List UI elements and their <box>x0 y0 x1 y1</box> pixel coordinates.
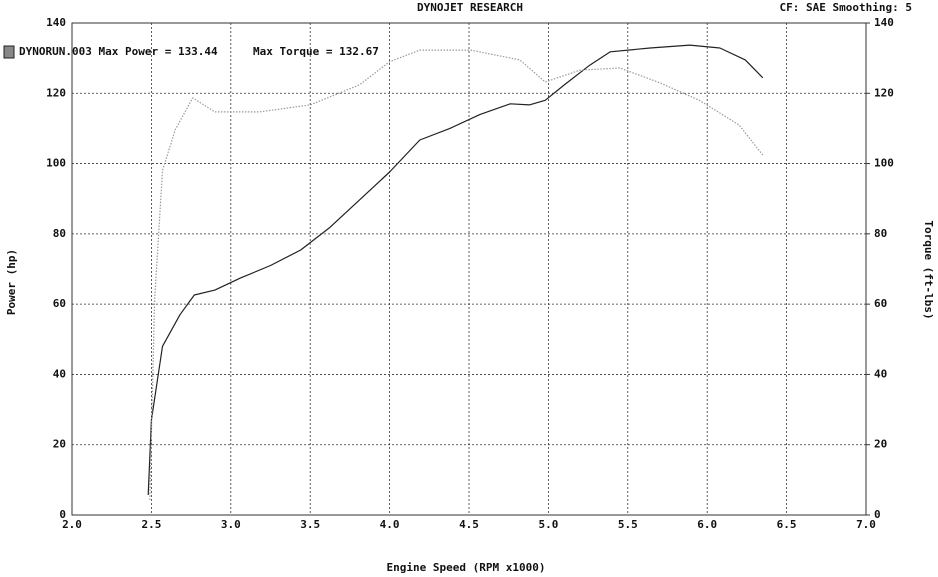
y-tick-label: 120 <box>46 86 66 99</box>
series-line <box>147 44 764 496</box>
x-tick-label: 3.0 <box>221 518 241 531</box>
y-tick-label: 40 <box>53 367 66 380</box>
legend-swatch <box>3 45 15 59</box>
y2-tick-label: 40 <box>874 367 887 380</box>
y2-tick-label: 120 <box>874 86 894 99</box>
y2-tick-label: 100 <box>874 157 894 170</box>
x-tick-label: 5.5 <box>618 518 638 531</box>
y2-tick-label: 20 <box>874 438 887 451</box>
x-tick-label: 3.5 <box>300 518 320 531</box>
x-tick-label: 4.0 <box>380 518 400 531</box>
y-tick-label: 20 <box>53 438 66 451</box>
y2-tick-label: 80 <box>874 227 887 240</box>
y2-tick-label: 60 <box>874 297 887 310</box>
x-tick-label: 6.0 <box>697 518 717 531</box>
y-tick-label: 140 <box>46 16 66 29</box>
y2-tick-label: 140 <box>874 16 894 29</box>
x-tick-label: 5.0 <box>538 518 558 531</box>
x-tick-label: 6.5 <box>777 518 797 531</box>
y-axis-title: Power (hp) <box>5 249 18 315</box>
x-tick-label: 4.5 <box>459 518 479 531</box>
series-line <box>149 49 764 500</box>
y-tick-label: 0 <box>59 508 66 521</box>
y-tick-label: 100 <box>46 157 66 170</box>
chart-title: DYNOJET RESEARCH <box>417 1 523 14</box>
x-axis-title: Engine Speed (RPM x1000) <box>387 561 546 574</box>
x-tick-label: 2.0 <box>62 518 82 531</box>
chart-subtitle: CF: SAE Smoothing: 5 <box>780 1 912 14</box>
x-tick-label: 2.5 <box>141 518 161 531</box>
annotation: Max Torque = 132.67 <box>253 45 379 58</box>
y-tick-label: 80 <box>53 227 66 240</box>
x-tick-label: 7.0 <box>856 518 876 531</box>
y-tick-label: 60 <box>53 297 66 310</box>
legend-label: DYNORUN.003 Max Power = 133.44 <box>19 45 218 58</box>
y2-axis-title: Torque (ft-lbs) <box>922 220 935 319</box>
y2-tick-label: 0 <box>874 508 881 521</box>
